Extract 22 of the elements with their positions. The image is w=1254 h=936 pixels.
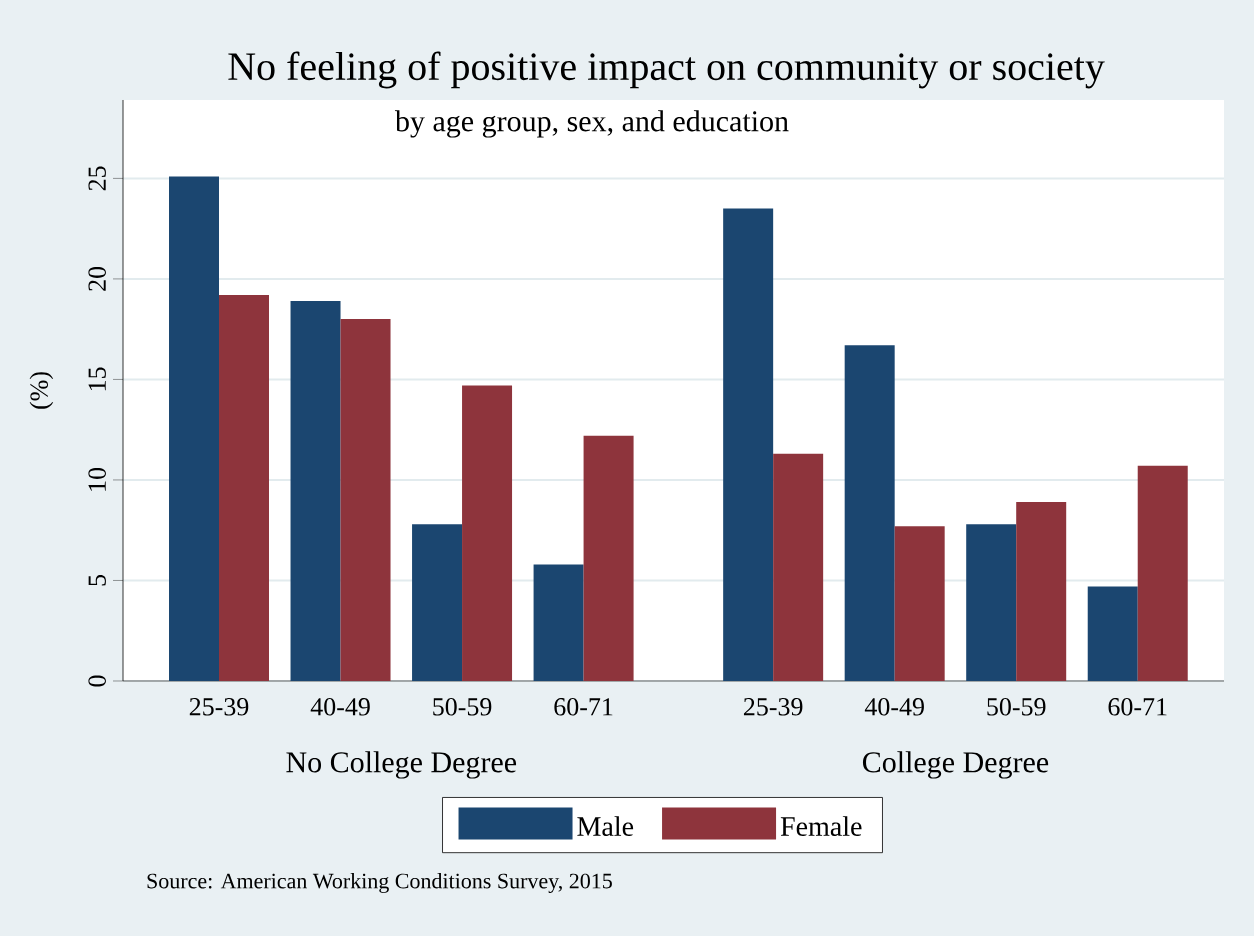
y-tick-label: 25 — [88, 166, 106, 191]
x-tick-label: 50-59 — [987, 698, 1046, 716]
text: College Degree — [862, 751, 1049, 779]
legend-label: Female — [780, 816, 862, 836]
y-tick-label: 10 — [88, 467, 106, 491]
chart-title: No feeling of positive impact on community or society — [228, 51, 1105, 89]
y-tick-label: 20 — [88, 266, 106, 291]
chart-subtitle: by age group, sex, and education — [394, 110, 789, 138]
x-tick-label: 40-49 — [310, 698, 370, 716]
y-axis-title: (%) — [29, 372, 54, 409]
x-tick-label: 25-39 — [189, 698, 249, 716]
x-tick-label: 60-71 — [554, 698, 613, 716]
y-tick-label: 15 — [88, 367, 106, 391]
x-tick-label: 50-59 — [433, 698, 492, 716]
source-note: Source: American Working Conditions Survey, 2015 — [147, 873, 612, 893]
legend-label: Male — [577, 816, 634, 836]
y-tick-label: 5 — [88, 574, 106, 586]
x-tick-label: 60-71 — [1108, 698, 1167, 716]
x-tick-label: 40-49 — [864, 698, 924, 716]
y-tick-label: 0 — [88, 675, 106, 687]
x-tick-label: 25-39 — [743, 698, 803, 716]
text: No College Degree — [286, 751, 517, 779]
